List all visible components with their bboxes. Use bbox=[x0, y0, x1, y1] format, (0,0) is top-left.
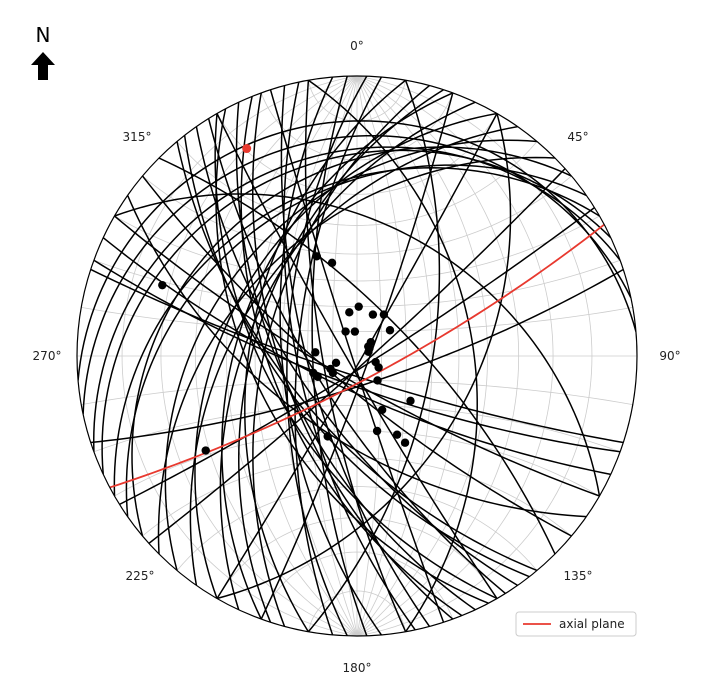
plane-great-circle-49 bbox=[216, 113, 512, 600]
plane-great-circle-31 bbox=[238, 89, 444, 623]
legend-box bbox=[515, 611, 637, 637]
plane-great-circle-5 bbox=[90, 268, 624, 444]
plane-great-circle-25 bbox=[279, 76, 383, 636]
plane-great-circle-42 bbox=[92, 146, 621, 452]
plane-great-circle-3 bbox=[119, 207, 595, 506]
pole-point-18 bbox=[201, 446, 210, 455]
plane-great-circle-6 bbox=[93, 259, 621, 453]
pole-point-27 bbox=[327, 258, 337, 268]
north-label: N bbox=[36, 23, 51, 47]
grid-parallel bbox=[114, 430, 600, 497]
pole-point-2 bbox=[379, 310, 389, 319]
direction-label-45: 45° bbox=[567, 130, 588, 144]
pole-point-22 bbox=[331, 358, 341, 368]
direction-label-315: 315° bbox=[123, 130, 152, 144]
pole-point-5 bbox=[385, 326, 395, 335]
plane-great-circle-19 bbox=[240, 96, 463, 617]
plane-great-circle-41 bbox=[101, 149, 612, 475]
pole-point-16 bbox=[323, 432, 332, 441]
legend: axial plane bbox=[515, 611, 637, 637]
plane-great-circle-13 bbox=[195, 126, 518, 587]
grid-parallel bbox=[216, 517, 498, 599]
direction-label-180: 180° bbox=[343, 661, 372, 675]
pole-point-7 bbox=[364, 347, 373, 357]
pole-point-29 bbox=[350, 327, 360, 336]
plane-great-circle-34 bbox=[194, 112, 498, 599]
grid-parallel bbox=[142, 457, 572, 537]
poles-layer bbox=[158, 144, 415, 455]
plane-great-circle-46 bbox=[158, 157, 556, 555]
pole-point-1 bbox=[368, 310, 378, 319]
plane-great-circle-16 bbox=[214, 113, 498, 600]
pole-point-13 bbox=[392, 430, 402, 439]
plane-great-circle-12 bbox=[183, 135, 530, 578]
grid-parallel bbox=[176, 486, 538, 571]
pole-point-26 bbox=[312, 252, 321, 261]
plane-great-circle-36 bbox=[164, 139, 538, 571]
plane-great-circle-21 bbox=[269, 89, 445, 623]
pole-point-20 bbox=[326, 364, 335, 374]
plane-great-circle-39 bbox=[125, 164, 587, 517]
pole-point-0 bbox=[354, 302, 363, 311]
plane-great-circle-23 bbox=[282, 81, 416, 631]
pole-point-10 bbox=[406, 396, 415, 406]
north-arrow: N bbox=[31, 23, 55, 80]
pole-point-12 bbox=[400, 438, 410, 447]
axial-plane-layer bbox=[109, 223, 605, 489]
north-arrow-icon bbox=[31, 52, 55, 80]
pole-point-24 bbox=[158, 280, 167, 290]
pole-point-14 bbox=[377, 405, 387, 415]
plane-great-circle-4 bbox=[90, 268, 624, 444]
plane-great-circle-11 bbox=[176, 141, 538, 572]
plane-great-circle-48 bbox=[307, 79, 441, 633]
pole-point-9 bbox=[374, 363, 383, 372]
plane-great-circle-2 bbox=[148, 168, 566, 544]
direction-labels: 0° 45° 90° 135° 180° 225° 270° 315° bbox=[33, 39, 681, 675]
grid-parallel bbox=[142, 175, 572, 255]
plane-great-circle-45 bbox=[114, 193, 601, 497]
direction-label-90: 90° bbox=[659, 349, 680, 363]
plane-great-circle-47 bbox=[307, 79, 478, 633]
direction-label-0: 0° bbox=[350, 39, 364, 53]
pole-point-15 bbox=[372, 426, 382, 436]
pole-point-25 bbox=[341, 327, 350, 336]
direction-label-225: 225° bbox=[126, 569, 155, 583]
plane-great-circle-43 bbox=[82, 134, 632, 415]
plane-great-circle-17 bbox=[215, 108, 489, 604]
direction-label-270: 270° bbox=[33, 349, 62, 363]
primitive-circle bbox=[76, 75, 638, 637]
plane-great-circle-0 bbox=[260, 92, 454, 620]
plane-great-circle-33 bbox=[219, 101, 476, 610]
pole-point-21 bbox=[309, 368, 318, 377]
great-circles bbox=[77, 76, 637, 636]
pole-point-11 bbox=[373, 376, 382, 385]
pole-point-28 bbox=[345, 308, 354, 317]
plane-great-circle-26 bbox=[311, 76, 368, 636]
plane-great-circle-1 bbox=[216, 113, 498, 599]
legend-label-axial-plane: axial plane bbox=[559, 617, 625, 631]
plane-great-circle-8 bbox=[114, 215, 600, 497]
pole-point-23 bbox=[311, 348, 320, 357]
plane-great-circle-38 bbox=[131, 146, 572, 537]
axial-pole-point bbox=[242, 144, 252, 154]
grid-parallel bbox=[81, 380, 633, 406]
plane-great-circle-40 bbox=[113, 167, 600, 497]
direction-label-135: 135° bbox=[564, 569, 593, 583]
plane-great-circle-27 bbox=[286, 76, 368, 636]
axial-plane-line bbox=[109, 223, 605, 489]
plane-great-circle-29 bbox=[244, 79, 407, 633]
plane-great-circle-35 bbox=[189, 125, 518, 586]
plane-great-circle-44 bbox=[77, 120, 637, 381]
plane-great-circle-7 bbox=[102, 237, 611, 476]
